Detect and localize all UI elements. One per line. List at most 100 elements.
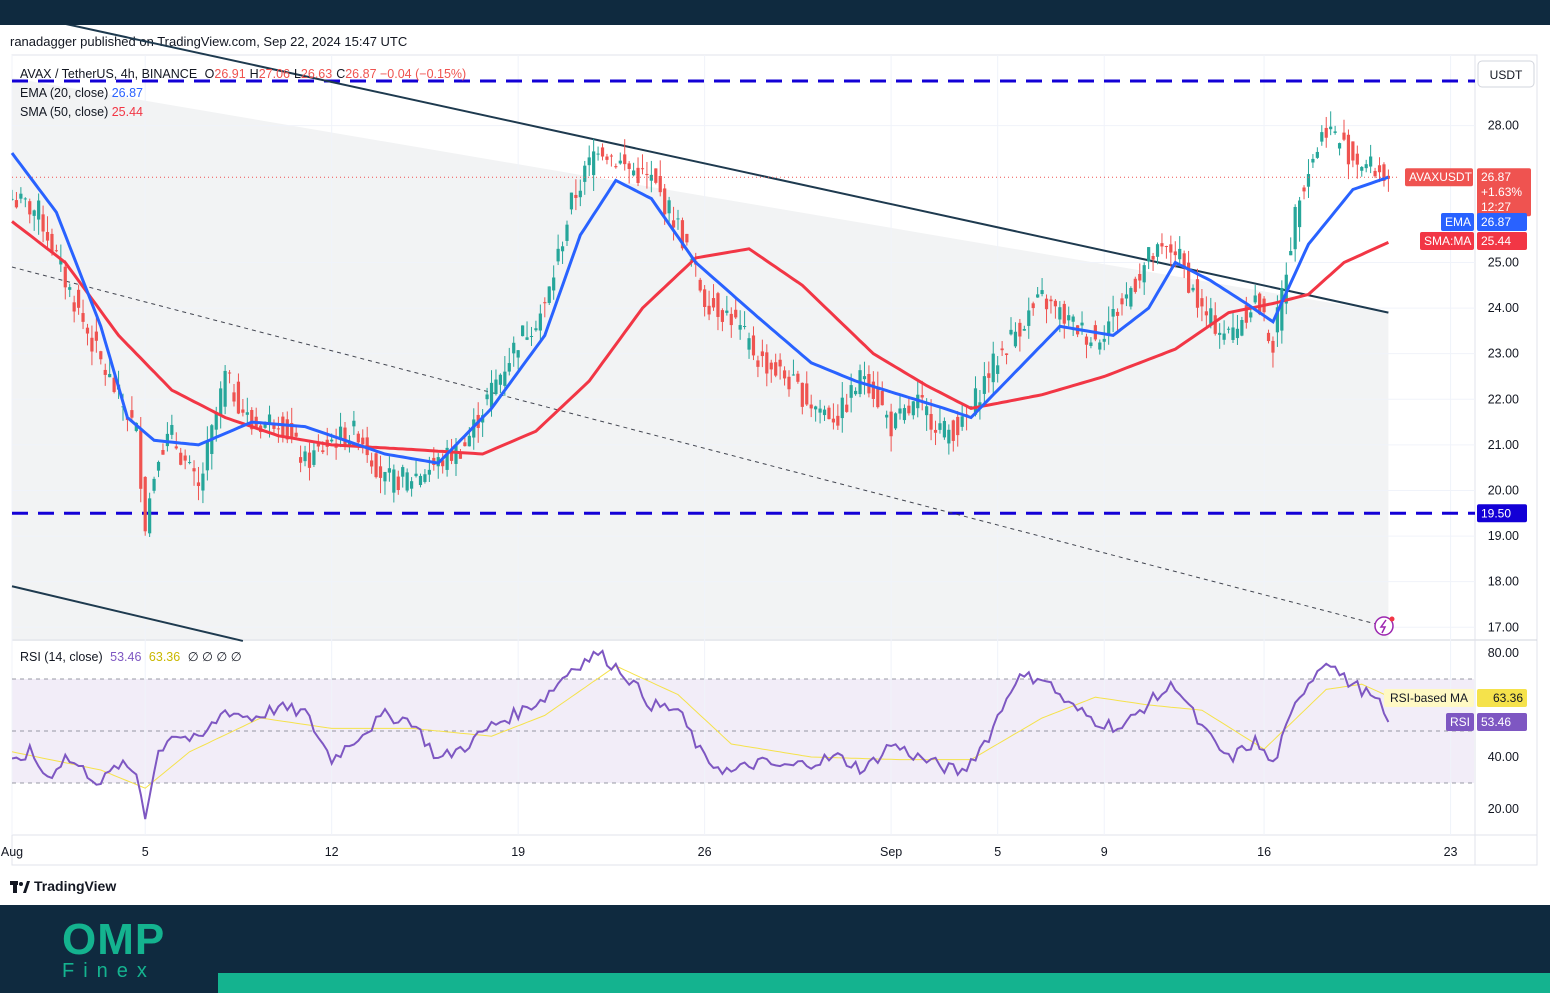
candle-body xyxy=(467,435,471,447)
candle-body xyxy=(734,309,738,318)
alert-icon[interactable] xyxy=(1374,616,1395,636)
candle-body xyxy=(587,157,591,166)
candle-body xyxy=(796,373,800,382)
candle-body xyxy=(507,363,511,372)
candle-body xyxy=(299,457,303,463)
candle-body xyxy=(418,475,423,486)
candle-body xyxy=(1209,308,1213,325)
candle-body xyxy=(94,331,98,341)
tradingview-icon xyxy=(10,880,30,893)
candle-body xyxy=(1013,331,1018,347)
price-tick-label: 20.00 xyxy=(1488,483,1519,497)
candle-body xyxy=(161,449,165,455)
candle-body xyxy=(609,155,613,157)
candle-body xyxy=(778,359,782,367)
candle-body xyxy=(1195,279,1200,308)
candle-body xyxy=(1062,303,1066,324)
candle-body xyxy=(23,198,27,200)
candle-body xyxy=(148,498,152,534)
candle-body xyxy=(1022,328,1026,331)
candle-body xyxy=(1218,332,1222,335)
tradingview-wordmark: TradingView xyxy=(34,878,117,894)
candle-body xyxy=(1138,274,1142,281)
price-tick-label: 25.00 xyxy=(1488,255,1519,269)
candle-body xyxy=(1107,321,1111,336)
candle-body xyxy=(1049,299,1053,302)
candle-body xyxy=(605,156,609,160)
candle-body xyxy=(1009,329,1013,335)
candle-body xyxy=(54,250,58,252)
candle-body xyxy=(942,420,946,438)
candle-body xyxy=(1124,294,1129,299)
axes: USDT 17.00 18.00 19.00 20.00 21.00 22.00 23.00 2… xyxy=(1,60,1535,859)
symbol-title[interactable]: AVAX / TetherUS, 4h, BINANCE xyxy=(20,67,198,81)
candle-body xyxy=(978,402,982,408)
lower-trendline xyxy=(11,585,244,642)
candle-body xyxy=(183,455,187,461)
candle-body xyxy=(59,258,63,265)
publisher-byline: ranadagger published on TradingView.com,… xyxy=(10,34,408,49)
candle-body xyxy=(1329,126,1333,130)
candle-body xyxy=(361,437,365,445)
candle-body xyxy=(356,433,360,443)
candle-body xyxy=(560,246,565,252)
candle-body xyxy=(738,325,742,330)
price-chart[interactable]: USDT 17.00 18.00 19.00 20.00 21.00 22.00 23.00 2… xyxy=(0,25,1550,905)
candle-body xyxy=(347,440,352,448)
tradingview-logo[interactable]: TradingView xyxy=(10,878,116,894)
candle-body xyxy=(827,407,831,420)
candle-body xyxy=(303,451,307,462)
candle-body xyxy=(77,289,81,308)
rsi-badge-text: 53.46 xyxy=(1481,715,1511,729)
time-tick-label: Sep xyxy=(880,845,902,859)
candle-body xyxy=(1098,342,1102,350)
candle-body xyxy=(1373,170,1377,177)
candle-body xyxy=(676,218,680,220)
candle-body xyxy=(85,327,90,334)
ohlc-value: 27.06 xyxy=(258,67,290,81)
candle-body xyxy=(569,192,574,210)
sma-label: SMA (50, close) xyxy=(20,105,109,119)
candle-body xyxy=(41,214,45,232)
candle-body xyxy=(996,365,1000,374)
candle-body xyxy=(725,310,729,313)
candle-body xyxy=(63,266,67,288)
candle-body xyxy=(902,408,907,421)
candle-body xyxy=(947,429,951,444)
legend-ema-row[interactable]: EMA (20, close) 26.87 xyxy=(20,84,466,103)
candle-body xyxy=(1120,298,1124,305)
rsi-extra-values: ∅ ∅ ∅ ∅ xyxy=(187,650,242,664)
candle-body xyxy=(1129,288,1133,307)
candle-body xyxy=(449,450,454,461)
ohlc-value: 26.91 xyxy=(214,67,246,81)
legend: AVAX / TetherUS, 4h, BINANCE O26.91 H27.0… xyxy=(20,65,466,122)
candle-body xyxy=(991,353,995,383)
candle-body xyxy=(529,335,534,337)
legend-symbol-row: AVAX / TetherUS, 4h, BINANCE O26.91 H27.0… xyxy=(20,65,466,84)
candle-body xyxy=(671,220,676,228)
candle-body xyxy=(1235,328,1240,339)
price-tick-label: 24.00 xyxy=(1488,301,1519,315)
rsi-tick-label: 40.00 xyxy=(1488,750,1519,764)
candle-body xyxy=(1240,320,1244,336)
candle-body xyxy=(1355,153,1359,165)
candle-body xyxy=(925,406,929,416)
time-tick-label: 12 xyxy=(325,845,339,859)
time-tick-label: Aug xyxy=(1,845,23,859)
candle-body xyxy=(312,450,316,465)
rsi-legend[interactable]: RSI (14, close) 53.46 63.36 ∅ ∅ ∅ ∅ xyxy=(20,649,242,664)
candle-body xyxy=(658,176,662,193)
candle-body xyxy=(19,193,23,199)
time-tick-label: 9 xyxy=(1101,845,1108,859)
trendlines xyxy=(11,25,1389,642)
candle-body xyxy=(729,313,733,326)
candle-body xyxy=(285,419,289,440)
candle-body xyxy=(1346,134,1351,165)
legend-sma-row[interactable]: SMA (50, close) 25.44 xyxy=(20,103,466,122)
candle-body xyxy=(130,410,134,418)
level-badge-text: 19.50 xyxy=(1481,506,1511,520)
candle-body xyxy=(90,337,94,352)
candle-body xyxy=(782,370,787,379)
candle-body xyxy=(188,462,192,464)
